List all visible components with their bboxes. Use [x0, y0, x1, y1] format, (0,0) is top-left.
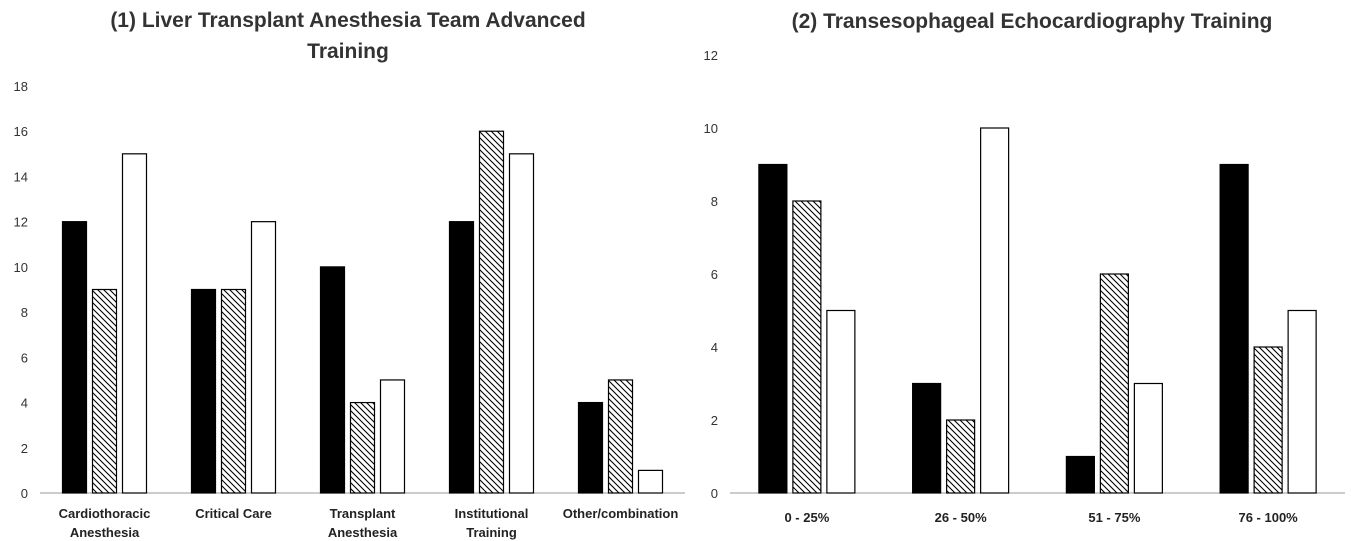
y-tick-label: 10	[14, 260, 28, 275]
chart-panel-liver-transplant-training: (1) Liver Transplant Anesthesia Team Adv…	[14, 9, 685, 540]
bar-solid-black	[912, 382, 942, 494]
x-category-label: Cardiothoracic Anesthesia	[59, 506, 151, 540]
x-category-label: Critical Care	[195, 506, 272, 521]
bar-white	[250, 221, 277, 494]
x-category-label: 26 - 50%	[935, 510, 987, 525]
bar-white	[826, 309, 856, 494]
bar-white	[508, 153, 535, 494]
y-tick-label: 18	[14, 79, 28, 94]
bar-diagonal-hatch	[91, 288, 118, 494]
bar-diagonal-hatch	[946, 419, 976, 494]
bar-diagonal-hatch	[220, 288, 247, 494]
bar-solid-black	[190, 288, 217, 494]
y-tick-label: 10	[704, 121, 718, 136]
y-tick-label: 4	[21, 396, 28, 411]
y-tick-label: 2	[711, 413, 718, 428]
bar-solid-black	[319, 266, 346, 494]
chart-liver-transplant-training: (1) Liver Transplant Anesthesia Team Adv…	[14, 9, 685, 540]
x-category-label: 76 - 100%	[1238, 510, 1298, 525]
bar-diagonal-hatch	[478, 130, 505, 494]
bar-diagonal-hatch	[607, 379, 634, 494]
chart-title-line: (2) Transesophageal Echocardiography Tra…	[792, 10, 1273, 33]
y-tick-label: 0	[21, 486, 28, 501]
chart-title-line: Training	[307, 40, 389, 63]
x-category-label: 51 - 75%	[1088, 510, 1140, 525]
chart-title-line: (1) Liver Transplant Anesthesia Team Adv…	[110, 9, 585, 32]
y-tick-label: 4	[711, 340, 718, 355]
x-category-label: Institutional Training	[455, 506, 529, 540]
bar-white	[379, 379, 406, 494]
y-tick-label: 12	[704, 48, 718, 63]
bar-white	[121, 153, 148, 494]
y-tick-label: 6	[21, 350, 28, 365]
bar-white	[637, 469, 664, 494]
bar-white	[1287, 309, 1317, 494]
y-tick-label: 16	[14, 124, 28, 139]
bar-diagonal-hatch	[792, 200, 822, 494]
bar-solid-black	[1219, 163, 1249, 494]
y-tick-label: 12	[14, 215, 28, 230]
bar-white	[1133, 382, 1163, 494]
y-tick-label: 8	[711, 194, 718, 209]
bar-solid-black	[61, 221, 88, 494]
y-tick-label: 14	[14, 169, 28, 184]
bar-diagonal-hatch	[1253, 346, 1283, 494]
y-tick-label: 0	[711, 486, 718, 501]
bar-white	[980, 127, 1010, 494]
bar-solid-black	[1065, 455, 1095, 494]
x-category-label: Other/combination	[563, 506, 679, 521]
bar-solid-black	[577, 401, 604, 494]
x-category-label: Transplant Anesthesia	[328, 506, 398, 540]
x-category-label: 0 - 25%	[784, 510, 829, 525]
bar-diagonal-hatch	[1099, 273, 1129, 494]
bar-diagonal-hatch	[349, 401, 376, 494]
bar-solid-black	[448, 221, 475, 494]
chart-tee-training: (2) Transesophageal Echocardiography Tra…	[704, 10, 1345, 525]
y-tick-label: 2	[21, 441, 28, 456]
bar-solid-black	[758, 163, 788, 494]
y-tick-label: 6	[711, 267, 718, 282]
chart-panel-tee-training: (2) Transesophageal Echocardiography Tra…	[690, 0, 1351, 541]
y-tick-label: 8	[21, 305, 28, 320]
